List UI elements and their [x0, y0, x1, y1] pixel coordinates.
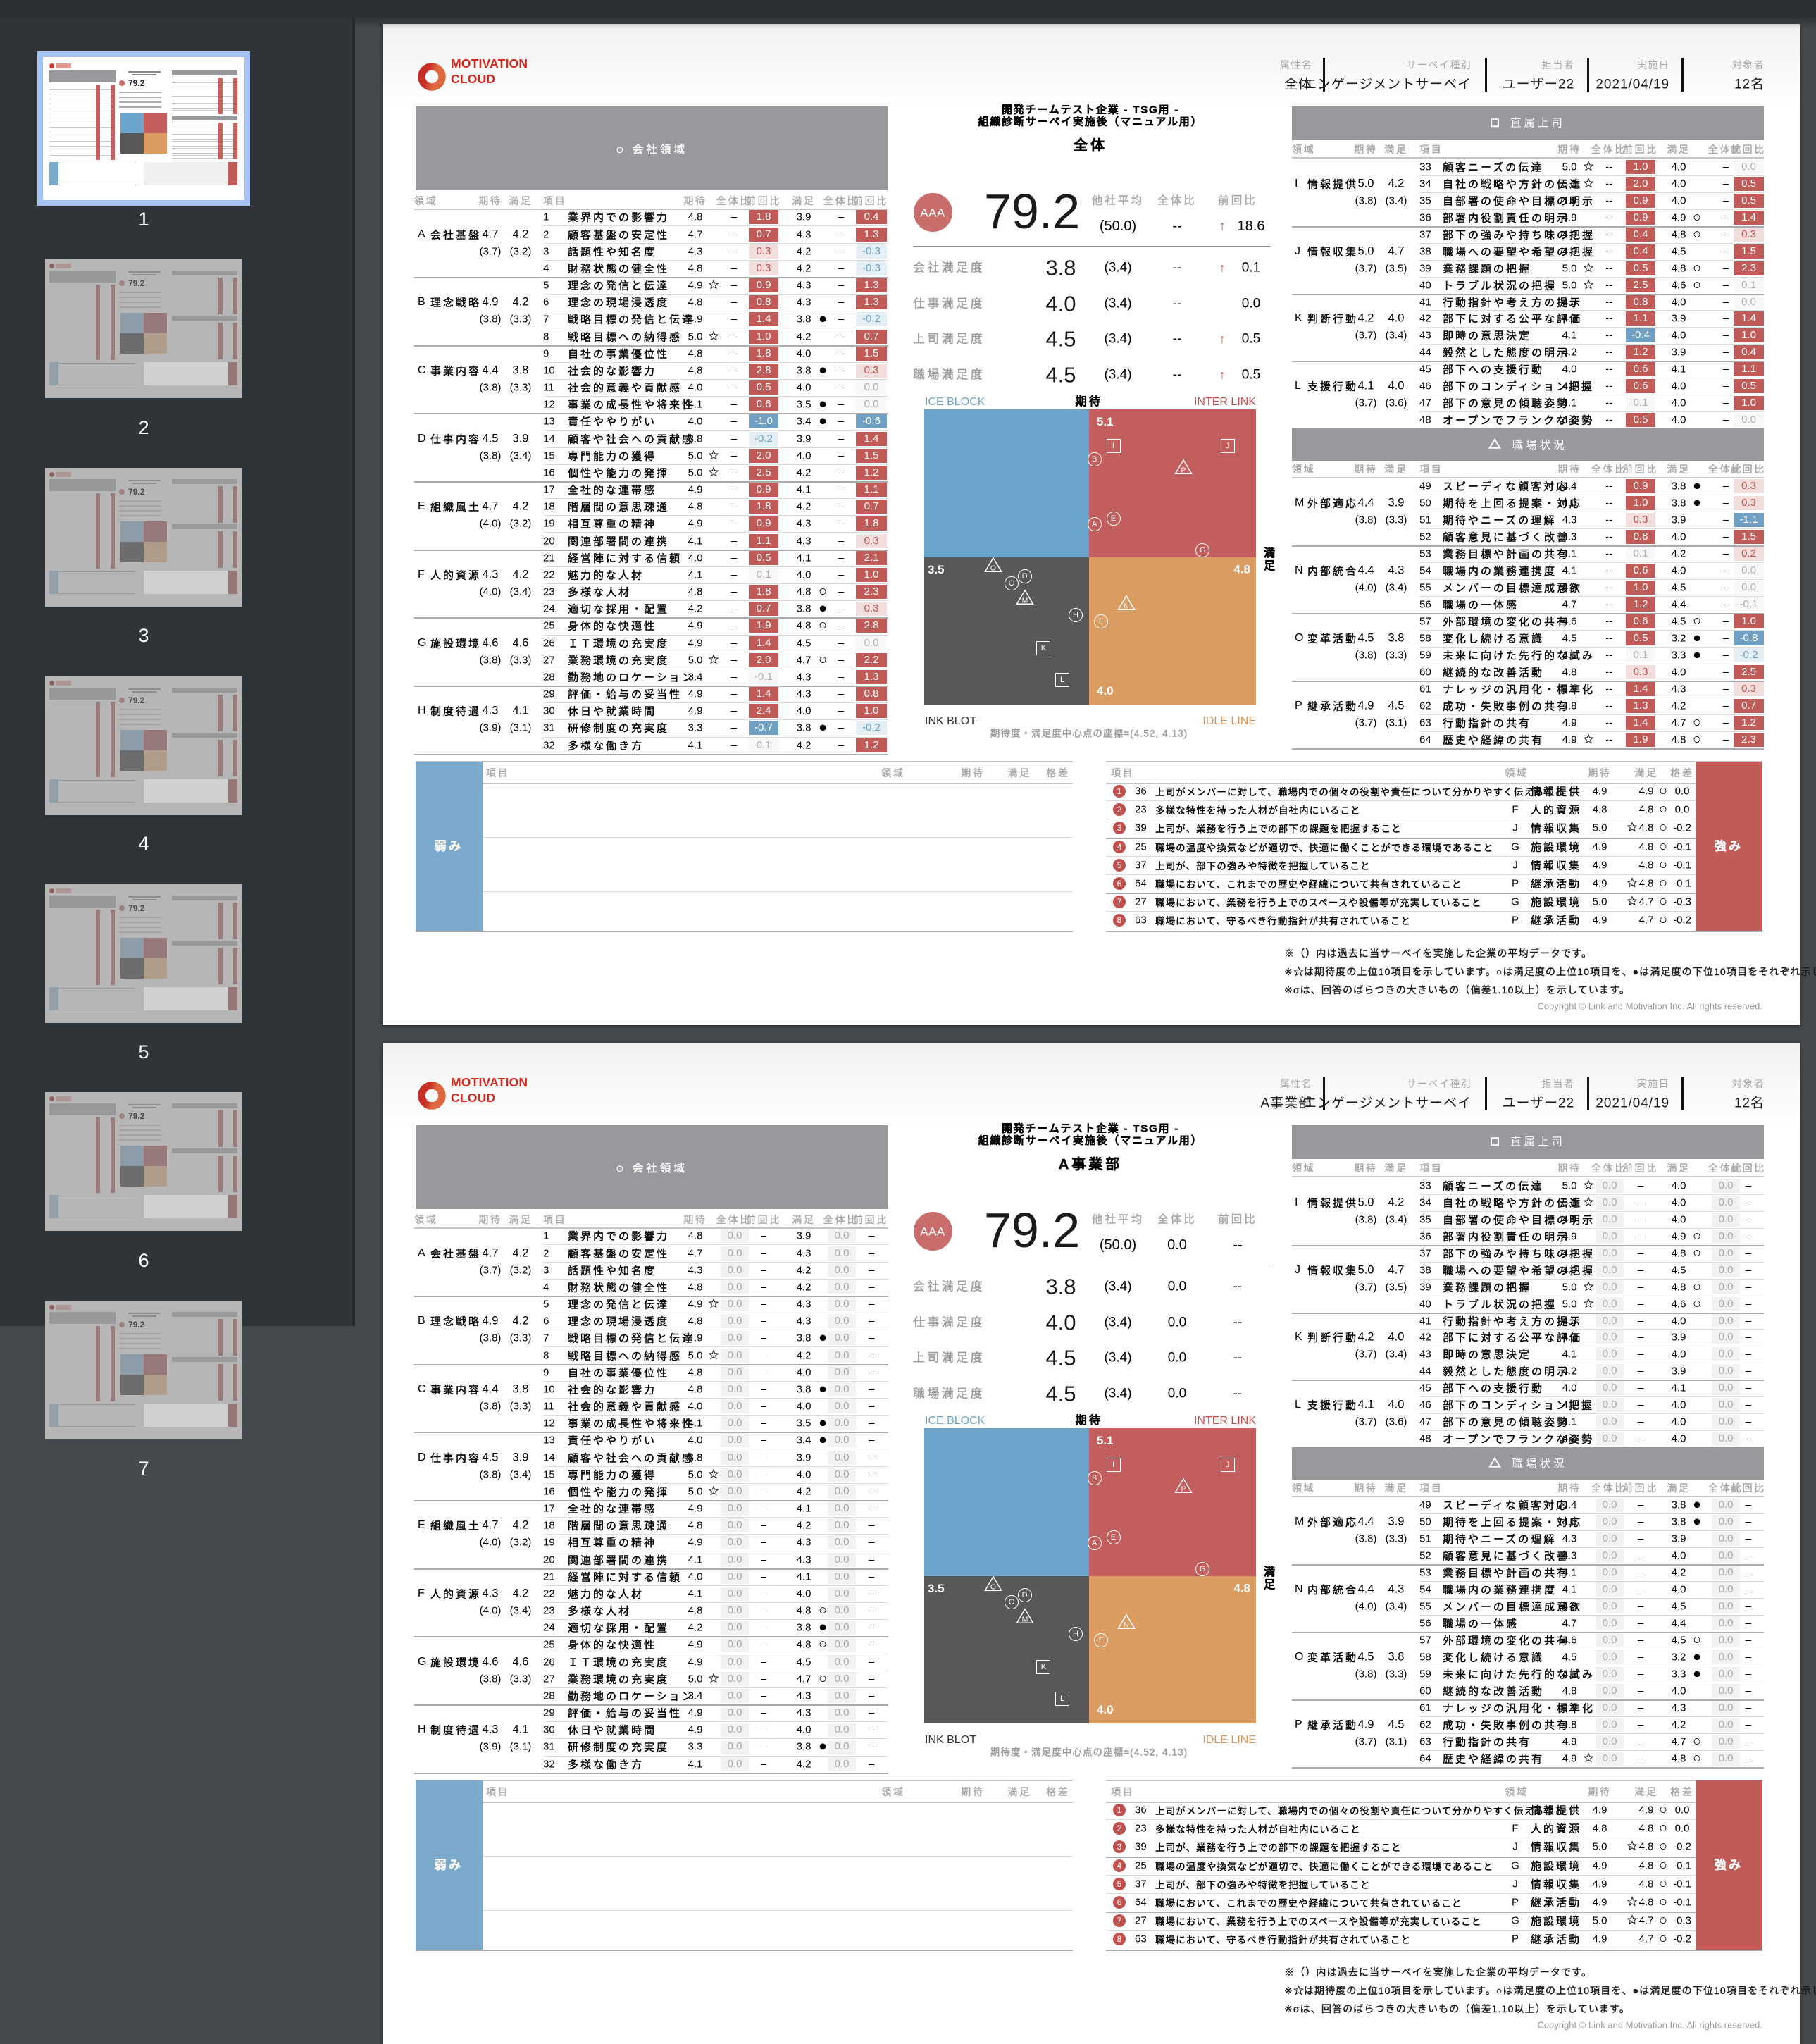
- svg-text:N: N: [1124, 1621, 1130, 1630]
- svg-text:M: M: [1021, 597, 1028, 605]
- svg-text:O: O: [990, 564, 996, 572]
- svg-text:N: N: [1124, 602, 1130, 611]
- svg-text:P: P: [1181, 466, 1186, 474]
- svg-text:P: P: [1181, 1485, 1186, 1493]
- svg-text:O: O: [990, 1582, 996, 1591]
- svg-text:M: M: [1021, 1616, 1028, 1624]
